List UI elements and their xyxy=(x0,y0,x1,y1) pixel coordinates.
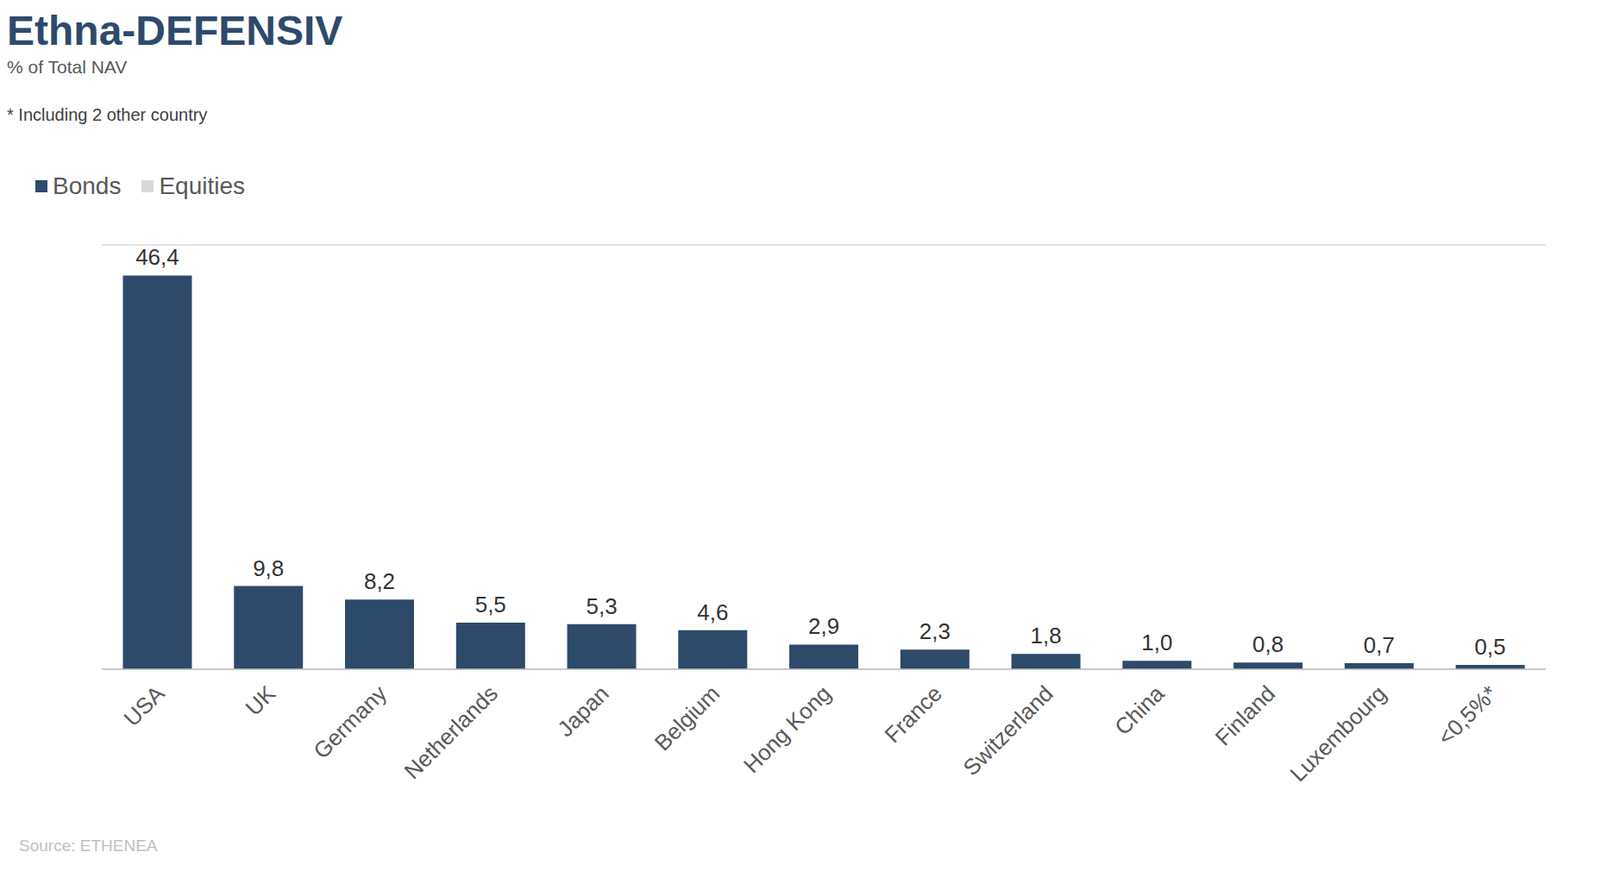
svg-text:Japan: Japan xyxy=(552,680,614,742)
svg-text:46,4: 46,4 xyxy=(135,244,180,270)
svg-text:<0,5%*: <0,5%* xyxy=(1432,680,1503,751)
html-text:Bonds: Bonds xyxy=(52,172,122,200)
svg-text:2,3: 2,3 xyxy=(919,618,951,645)
svg-text:Switzerland: Switzerland xyxy=(957,680,1058,781)
svg-text:5,3: 5,3 xyxy=(585,593,617,620)
svg-text:2,9: 2,9 xyxy=(808,613,840,640)
svg-text:Luxembourg: Luxembourg xyxy=(1285,680,1392,787)
svg-text:France: France xyxy=(878,680,947,748)
svg-text:Germany: Germany xyxy=(307,680,392,765)
html-text:Ethna-DEFENSIV: Ethna-DEFENSIV xyxy=(6,7,343,54)
svg-text:0,5: 0,5 xyxy=(1474,633,1506,660)
svg-text:USA: USA xyxy=(119,679,170,731)
svg-text:9,8: 9,8 xyxy=(252,555,284,582)
svg-text:UK: UK xyxy=(240,679,282,721)
html-text:* Including 2 other country: * Including 2 other country xyxy=(6,105,208,125)
svg-text:5,5: 5,5 xyxy=(475,591,507,618)
svg-text:1,0: 1,0 xyxy=(1141,629,1173,656)
svg-text:China: China xyxy=(1109,680,1170,741)
svg-text:0,8: 0,8 xyxy=(1252,631,1284,658)
svg-text:0,7: 0,7 xyxy=(1363,632,1395,659)
svg-text:1,8: 1,8 xyxy=(1030,622,1062,649)
svg-text:Finland: Finland xyxy=(1210,680,1281,752)
svg-text:4,6: 4,6 xyxy=(696,599,728,626)
html-text:% of Total NAV: % of Total NAV xyxy=(6,56,128,77)
html-text:Source: ETHENEA: Source: ETHENEA xyxy=(18,836,158,855)
svg-text:Hong Kong: Hong Kong xyxy=(738,680,836,779)
svg-text:Belgium: Belgium xyxy=(649,680,726,757)
html-text:Equities: Equities xyxy=(159,172,245,200)
svg-text:Netherlands: Netherlands xyxy=(398,680,502,785)
svg-text:8,2: 8,2 xyxy=(363,568,396,595)
